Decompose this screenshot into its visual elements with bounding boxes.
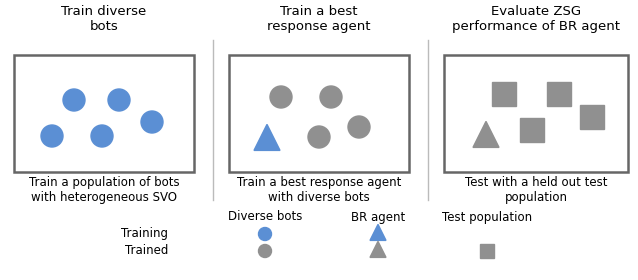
Polygon shape [473,122,499,147]
FancyBboxPatch shape [14,55,194,172]
Polygon shape [254,124,280,150]
Bar [547,82,571,106]
FancyBboxPatch shape [229,55,409,172]
Text: Evaluate ZSG
performance of BR agent: Evaluate ZSG performance of BR agent [452,5,620,33]
Text: BR agent: BR agent [351,211,405,223]
Polygon shape [370,224,386,241]
Text: Train diverse
bots: Train diverse bots [61,5,147,33]
Text: Diverse bots: Diverse bots [228,211,302,223]
Polygon shape [370,241,386,257]
Ellipse shape [91,125,113,147]
Ellipse shape [41,125,63,147]
Ellipse shape [320,86,342,108]
Text: Train a population of bots
with heterogeneous SVO: Train a population of bots with heteroge… [29,176,179,204]
Text: Trained: Trained [124,244,168,258]
Ellipse shape [258,227,272,241]
Ellipse shape [348,116,370,138]
FancyBboxPatch shape [444,55,628,172]
Bar [580,105,604,129]
Text: Training: Training [121,227,168,241]
Bar [520,118,544,142]
Text: Test population: Test population [442,211,532,223]
Text: Train a best response agent
with diverse bots: Train a best response agent with diverse… [237,176,401,204]
Ellipse shape [63,89,85,111]
Ellipse shape [258,244,272,258]
Bar [492,82,516,106]
Ellipse shape [270,86,292,108]
Text: Test with a held out test
population: Test with a held out test population [464,176,607,204]
Ellipse shape [308,126,330,148]
Text: Train a best
response agent: Train a best response agent [267,5,371,33]
Ellipse shape [108,89,130,111]
Bar [480,244,494,258]
Ellipse shape [141,111,163,133]
